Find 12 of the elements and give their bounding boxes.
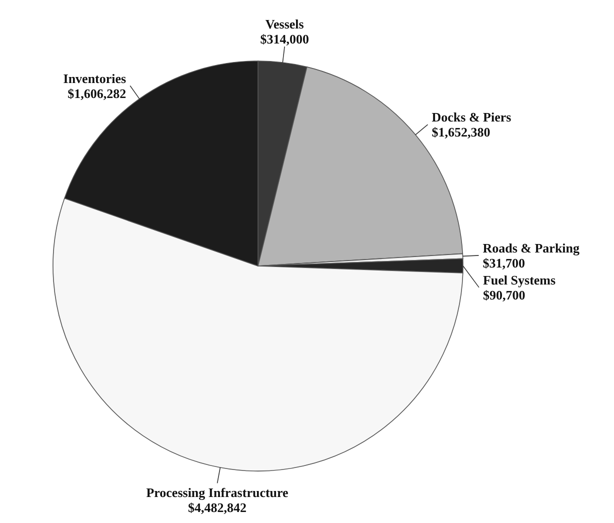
slice-label: Fuel Systems bbox=[483, 272, 556, 288]
data-label: $1,652,380 bbox=[432, 124, 490, 140]
data-label: $31,700 bbox=[482, 255, 525, 270]
slice-label: Processing Infrastructure bbox=[146, 485, 289, 500]
slice-label: Roads & Parking bbox=[482, 240, 580, 256]
data-label: $314,000 bbox=[260, 32, 309, 47]
slice-label: Inventories bbox=[63, 70, 126, 86]
slice-label: Vessels bbox=[265, 16, 304, 32]
slice-label: Docks & Piers bbox=[432, 110, 512, 125]
data-label: $90,700 bbox=[483, 287, 526, 302]
data-label: $1,606,282 bbox=[68, 86, 126, 101]
data-label: $4,482,842 bbox=[188, 500, 247, 516]
